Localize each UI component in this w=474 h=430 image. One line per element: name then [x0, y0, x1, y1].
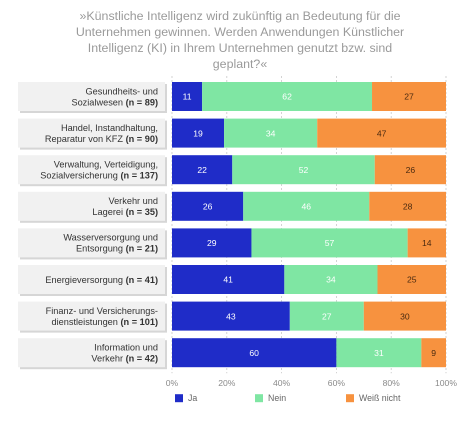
- data-label: 41: [223, 275, 233, 285]
- category-label: Verkehr (n = 42): [91, 354, 158, 364]
- category-label: Reparatur von KFZ (n = 90): [45, 134, 158, 144]
- x-tick-label: 60%: [328, 378, 346, 388]
- category-label: Sozialversicherung (n = 137): [40, 171, 158, 181]
- bar-segment: [372, 82, 446, 111]
- data-label: 34: [266, 128, 276, 138]
- data-label: 52: [299, 165, 309, 175]
- bar-segment: [407, 228, 446, 258]
- bar-segment: [317, 118, 446, 148]
- category-label: Entsorgung (n = 21): [76, 244, 158, 254]
- bar-segment: [172, 118, 225, 148]
- category-box: [18, 118, 165, 148]
- chart-title: »Künstliche Intelligenz wird zukünftig a…: [75, 9, 405, 71]
- x-tick-label: 100%: [435, 378, 457, 388]
- data-label: 30: [400, 311, 410, 321]
- category-label: Energieversorgung (n = 41): [45, 275, 158, 285]
- legend-label: Ja: [188, 393, 197, 403]
- data-label: 34: [326, 275, 336, 285]
- bar-segment: [172, 82, 203, 111]
- data-label: 60: [249, 348, 259, 358]
- data-label: 27: [322, 311, 332, 321]
- bar-segment: [243, 191, 370, 221]
- category-label: Gesundheits- und: [85, 86, 158, 96]
- bar-segment: [251, 228, 408, 258]
- category-label: Information und: [94, 343, 158, 353]
- bar-segment: [172, 155, 233, 185]
- data-label: 19: [193, 128, 203, 138]
- bar-segment: [421, 338, 446, 368]
- bar-segment: [202, 82, 373, 111]
- category-box: [18, 301, 165, 331]
- data-label: 9: [431, 348, 436, 358]
- legend-swatch: [346, 394, 354, 403]
- data-label: 47: [377, 128, 387, 138]
- data-label: 11: [183, 92, 192, 102]
- category-box: [18, 82, 165, 111]
- x-tick-label: 20%: [218, 378, 236, 388]
- data-label: 27: [404, 92, 414, 102]
- bar-segment: [377, 265, 446, 294]
- category-label: Handel, Instandhaltung,: [61, 123, 158, 133]
- x-tick-label: 40%: [273, 378, 291, 388]
- bar-segment: [224, 118, 318, 148]
- bar-segment: [172, 265, 285, 294]
- category-label: Verkehr und: [108, 196, 158, 206]
- data-label: 29: [207, 238, 217, 248]
- bar-segment: [336, 338, 422, 368]
- data-label: 62: [282, 92, 292, 102]
- category-label: Sozialwesen (n = 89): [71, 97, 158, 107]
- bar-segment: [172, 338, 337, 368]
- bar-segment: [172, 191, 244, 221]
- category-label: dienstleistungen (n = 101): [52, 317, 159, 327]
- x-tick-label: 80%: [383, 378, 401, 388]
- bar-segment: [289, 301, 364, 331]
- x-tick-label: 0%: [166, 378, 179, 388]
- category-box: [18, 228, 165, 258]
- bar-segment: [172, 301, 290, 331]
- data-label: 26: [203, 202, 213, 212]
- bar-segment: [369, 191, 446, 221]
- legend-swatch: [175, 394, 183, 403]
- bar-segment: [374, 155, 446, 185]
- legend-label: Nein: [268, 393, 286, 403]
- bar-segment: [172, 228, 252, 258]
- bar-segment: [363, 301, 446, 331]
- data-label: 46: [301, 202, 311, 212]
- legend-swatch: [255, 394, 263, 403]
- bar-segment: [232, 155, 375, 185]
- category-label: Lagerei (n = 35): [92, 207, 158, 217]
- data-label: 31: [374, 348, 384, 358]
- data-label: 26: [406, 165, 416, 175]
- category-label: Verwaltung, Verteidigung,: [54, 160, 158, 170]
- category-box: [18, 265, 165, 294]
- category-label: Wasserversorgung und: [63, 233, 158, 243]
- category-box: [18, 155, 165, 185]
- data-label: 28: [403, 202, 413, 212]
- category-label: Finanz- und Versicherungs-: [46, 306, 158, 316]
- category-box: [18, 338, 165, 368]
- data-label: 43: [226, 311, 236, 321]
- data-label: 57: [325, 238, 335, 248]
- category-box: [18, 191, 165, 221]
- data-label: 25: [407, 275, 417, 285]
- legend-label: Weiß nicht: [359, 393, 401, 403]
- data-label: 14: [422, 238, 432, 248]
- data-label: 22: [197, 165, 207, 175]
- bar-segment: [284, 265, 378, 294]
